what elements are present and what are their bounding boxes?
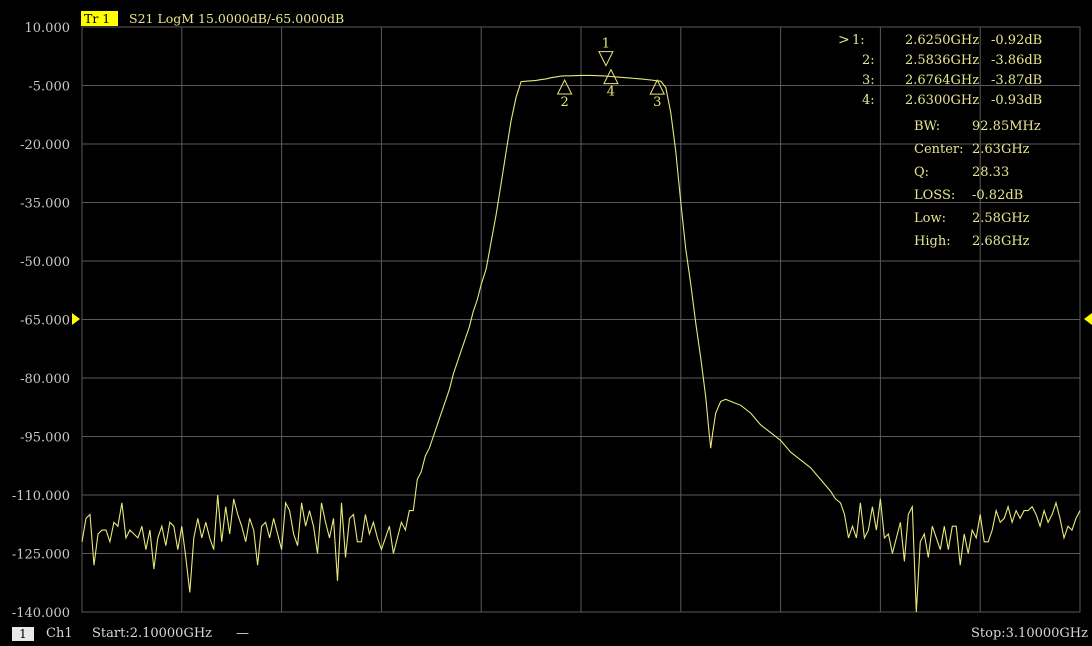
marker-label: 2 xyxy=(560,95,568,110)
stat-value: 2.58GHz xyxy=(972,211,1030,226)
marker-value: -0.92dB xyxy=(991,33,1042,48)
stop-frequency[interactable]: Stop:3.10000GHz xyxy=(971,626,1088,641)
marker-triangle xyxy=(649,78,666,95)
status-footer: 1 Ch1 Start:2.10000GHz — Stop:3.10000GHz xyxy=(0,624,1092,646)
marker-value: -0.93dB xyxy=(991,93,1042,108)
marker-frequency: 2.5836GHz xyxy=(905,53,979,68)
marker-id: 4: xyxy=(862,93,875,108)
marker-frequency: 2.6250GHz xyxy=(905,33,979,48)
y-tick-label: -5.000 xyxy=(28,80,70,95)
y-tick-label: -140.000 xyxy=(12,606,70,621)
marker-symbols: 1 2 3 4 xyxy=(556,37,666,110)
stat-label: Center: xyxy=(914,142,964,157)
marker-id: 1: xyxy=(852,33,865,48)
ref-level-left-arrow-icon[interactable] xyxy=(72,313,80,325)
marker-id: 2: xyxy=(862,53,875,68)
stat-value: -0.82dB xyxy=(972,188,1023,203)
stat-value: 92.85MHz xyxy=(972,119,1041,134)
channel-number-box[interactable]: 1 xyxy=(12,627,34,641)
plot-grid xyxy=(81,26,1081,613)
stat-label: LOSS: xyxy=(914,188,955,203)
marker-id: 3: xyxy=(862,73,875,88)
trace-description: S21 LogM 15.0000dB/-65.0000dB xyxy=(129,11,344,26)
stat-value: 2.68GHz xyxy=(972,234,1030,249)
stat-label: Q: xyxy=(914,165,929,180)
filter-statistics: BW: 92.85MHz Center: 2.63GHz Q: 28.33 LO… xyxy=(914,119,1041,249)
trace-line xyxy=(81,74,1081,613)
y-tick-label: -95.000 xyxy=(20,431,70,446)
stat-label: Low: xyxy=(914,211,946,226)
y-tick-label: -80.000 xyxy=(20,372,70,387)
y-tick-label: -35.000 xyxy=(20,197,70,212)
start-dash: — xyxy=(236,626,249,641)
stat-value: 2.63GHz xyxy=(972,142,1030,157)
marker-label: 1 xyxy=(602,37,610,52)
marker-triangle xyxy=(556,78,573,95)
marker-value: -3.87dB xyxy=(991,73,1042,88)
ref-level-right-arrow-icon[interactable] xyxy=(1084,313,1092,325)
marker-triangle xyxy=(598,51,614,67)
channel-label: Ch1 xyxy=(46,626,73,641)
trace-tag[interactable]: Tr 1 xyxy=(84,11,110,26)
trace-tag-box[interactable] xyxy=(81,11,118,26)
marker-value: -3.86dB xyxy=(991,53,1042,68)
start-frequency[interactable]: Start:2.10000GHz xyxy=(92,626,213,641)
y-tick-labels: 10.000 -5.000 -20.000 -35.000 -50.000 -65.000… xyxy=(12,21,70,621)
stat-value: 28.33 xyxy=(972,165,1009,180)
marker-frequency: 2.6300GHz xyxy=(905,93,979,108)
marker-table: > 1: 2.6250GHz -0.92dB 2: 2.5836GHz -3.8… xyxy=(838,32,1042,108)
marker-triangle xyxy=(603,68,619,85)
y-tick-label: 10.000 xyxy=(25,21,71,36)
y-tick-label: -110.000 xyxy=(12,489,70,504)
marker-label: 3 xyxy=(653,95,661,110)
stat-label: High: xyxy=(914,234,951,249)
marker-frequency: 2.6764GHz xyxy=(905,73,979,88)
active-marker-indicator: > xyxy=(838,32,850,48)
y-tick-label: -65.000 xyxy=(20,314,70,329)
y-tick-label: -50.000 xyxy=(20,255,70,270)
y-tick-label: -20.000 xyxy=(20,138,70,153)
stat-label: BW: xyxy=(914,119,940,134)
marker-label: 4 xyxy=(607,85,615,100)
y-tick-label: -125.000 xyxy=(12,548,70,563)
